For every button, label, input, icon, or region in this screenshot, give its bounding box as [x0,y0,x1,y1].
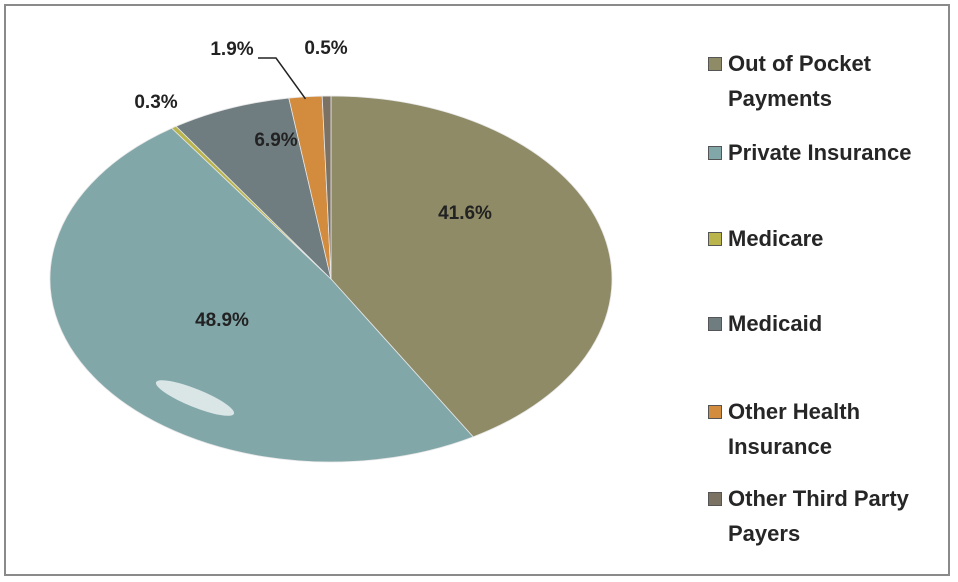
legend-entry: Other Health Insurance [708,394,948,464]
legend-entry: Medicaid [708,306,948,341]
data-label: 48.9% [195,310,249,331]
pie-slice [321,95,332,280]
legend-entry: Other Third Party Payers [708,481,948,551]
legend-entry: Out of Pocket Payments [708,46,948,116]
data-label: 0.5% [304,38,347,59]
legend-label: Medicare [728,226,824,251]
chart-frame [4,4,950,576]
data-label: 6.9% [254,130,297,151]
legend-swatch [708,492,722,506]
legend-swatch [708,232,722,246]
legend-swatch [708,317,722,331]
data-label: 0.3% [134,92,177,113]
legend-label: Out of Pocket Payments [728,51,872,111]
pie-slice [175,97,332,281]
legend-entry: Medicare [708,221,948,256]
legend-label: Private Insurance [728,140,912,165]
legend-swatch [708,57,722,71]
legend-label: Other Health Insurance [728,399,861,459]
pie-slice [330,95,613,438]
legend-swatch [708,146,722,160]
legend-label: Medicaid [728,311,823,336]
pie-slice [49,127,474,463]
leader-line [258,57,307,100]
legend-swatch [708,405,722,419]
legend-entry: Private Insurance [708,135,948,170]
legend-label: Other Third Party Payers [728,486,909,546]
data-label: 41.6% [438,203,492,224]
data-label: 1.9% [210,39,253,60]
highlight [155,380,235,416]
